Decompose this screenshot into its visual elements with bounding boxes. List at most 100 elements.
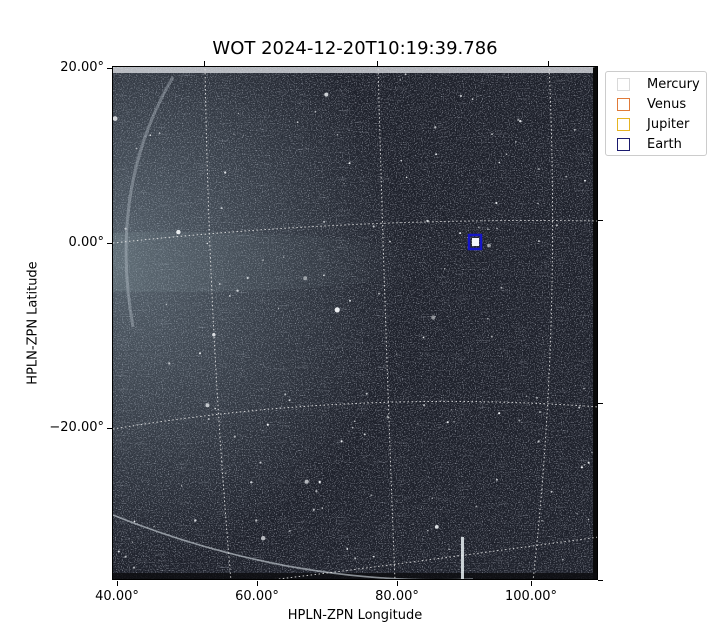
legend-label: Mercury	[647, 76, 700, 92]
star	[224, 171, 227, 174]
y-axis-label: HPLN-ZPN Latitude	[25, 261, 41, 385]
star	[214, 407, 216, 410]
star	[237, 112, 240, 115]
star	[168, 362, 171, 365]
xtick-label: 60.00°	[235, 589, 279, 604]
star	[259, 461, 262, 464]
star	[303, 276, 308, 281]
star	[479, 180, 481, 182]
star	[562, 558, 564, 561]
star	[318, 480, 321, 484]
star	[113, 116, 118, 121]
star	[153, 526, 155, 528]
star	[587, 461, 590, 464]
star	[312, 508, 315, 511]
star	[538, 168, 540, 170]
star	[576, 512, 578, 515]
star	[517, 118, 520, 121]
star	[550, 490, 553, 493]
star	[206, 242, 209, 245]
star	[584, 179, 586, 182]
star	[250, 481, 253, 484]
legend-swatch	[617, 97, 630, 111]
xtick-label: 80.00°	[375, 589, 419, 604]
xtick-mark	[397, 581, 398, 586]
star	[487, 243, 491, 248]
star	[158, 132, 161, 134]
star	[261, 536, 266, 541]
star	[282, 256, 285, 258]
legend-item-venus: Venus	[617, 96, 686, 112]
star	[149, 134, 152, 136]
ytick-mark	[107, 428, 112, 429]
star	[399, 79, 402, 81]
star	[266, 423, 269, 426]
ytick-mark	[107, 68, 112, 69]
star	[405, 176, 408, 179]
star	[255, 519, 258, 522]
star	[176, 229, 181, 235]
star	[323, 274, 325, 277]
star	[450, 409, 452, 411]
ytick-label: −20.00°	[49, 420, 104, 435]
star	[321, 507, 324, 509]
top-tick-mark	[204, 61, 205, 66]
star	[446, 421, 449, 424]
star	[487, 317, 489, 320]
star	[459, 232, 462, 235]
star	[288, 399, 291, 402]
star	[284, 393, 287, 396]
star	[491, 133, 493, 135]
star	[348, 162, 351, 165]
star	[475, 505, 478, 508]
star	[537, 202, 539, 205]
star	[583, 464, 585, 466]
xtick-mark	[117, 581, 118, 586]
star	[427, 530, 429, 532]
legend-item-mercury: Mercury	[617, 76, 700, 92]
legend-swatch	[617, 137, 630, 151]
star	[404, 73, 407, 76]
star	[365, 392, 368, 395]
star	[573, 128, 576, 131]
star	[370, 494, 373, 497]
star	[324, 92, 329, 97]
star	[233, 133, 235, 135]
star	[400, 159, 403, 162]
star	[471, 98, 474, 100]
star	[583, 387, 585, 390]
star	[212, 333, 216, 337]
star	[340, 440, 343, 443]
plot-title: WOT 2024-12-20T10:19:39.786	[212, 38, 498, 59]
sky-image-panel	[112, 66, 598, 580]
star	[372, 555, 375, 558]
star	[525, 395, 528, 397]
star	[515, 141, 517, 143]
star	[165, 303, 168, 306]
star	[495, 478, 498, 481]
star	[296, 121, 299, 123]
star	[133, 520, 136, 523]
star	[519, 120, 522, 123]
star	[304, 479, 309, 484]
legend-item-jupiter: Jupiter	[617, 116, 689, 132]
star	[132, 566, 136, 569]
star	[389, 240, 391, 243]
star	[417, 423, 419, 425]
star	[246, 276, 249, 280]
star	[262, 259, 264, 262]
star	[496, 227, 498, 230]
star	[541, 519, 543, 522]
star	[323, 220, 326, 223]
star	[490, 335, 493, 338]
star	[277, 307, 280, 310]
legend-label: Venus	[647, 96, 687, 112]
star	[288, 530, 291, 532]
legend-swatch	[617, 117, 630, 131]
star	[495, 201, 498, 205]
star	[352, 427, 354, 429]
star	[500, 286, 503, 289]
sky-image	[113, 67, 597, 579]
star	[395, 353, 398, 355]
star	[386, 415, 389, 419]
